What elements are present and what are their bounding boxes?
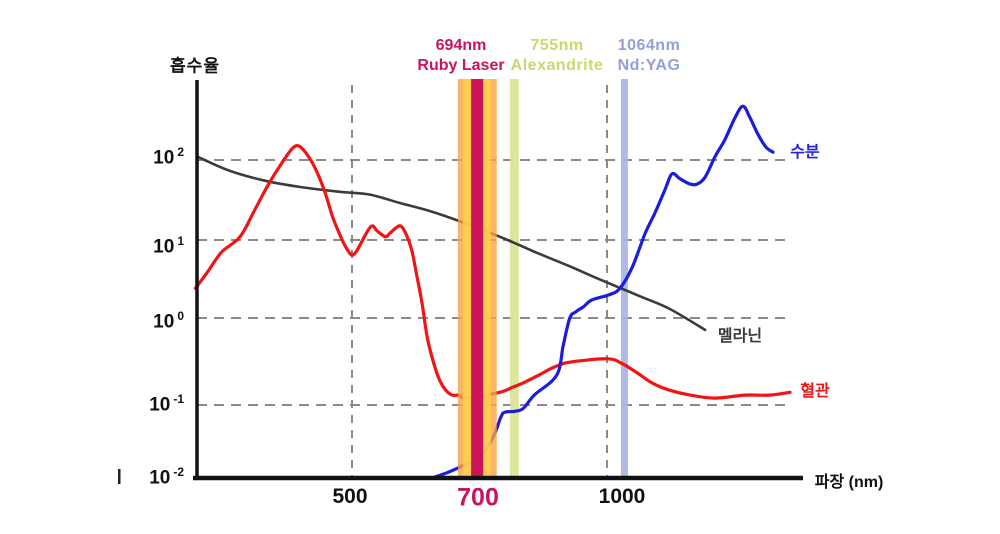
ruby-band-core (471, 79, 484, 476)
y-tick-10e1: 10 1 (153, 234, 184, 258)
y-tick-10e-1: 10 -1 (149, 392, 184, 416)
ndyag-name: Nd:YAG (617, 57, 681, 74)
alexandrite-band (509, 79, 519, 476)
x-tick-500: 500 (332, 485, 368, 508)
water-curve-label: 수분 (790, 144, 820, 161)
stray-mark (118, 469, 121, 484)
y-tick-10e2: 10 2 (153, 145, 184, 169)
ndyag-annotation: 1064nm Nd:YAG (618, 36, 681, 76)
alexandrite-name: Alexandrite (510, 57, 604, 74)
x-axis-title: 파장 (nm) (814, 474, 884, 491)
alexandrite-wavelength: 755nm (530, 37, 584, 54)
x-tick-700: 700 (457, 483, 499, 512)
y-tick-10e0: 10 0 (153, 309, 184, 333)
y-axis-title: 흡수율 (170, 56, 220, 76)
water-curve (430, 104, 775, 480)
blood-curve-label: 혈관 (800, 383, 830, 400)
ruby-laser-annotation: 694nm Ruby Laser (417, 36, 504, 76)
melanin-curve-label: 멜라닌 (717, 328, 763, 345)
ndyag-band (620, 79, 628, 476)
x-tick-1000: 1000 (598, 485, 646, 508)
melanin-curve (196, 155, 707, 332)
ruby-laser-name: Ruby Laser (417, 57, 505, 74)
ruby-laser-wavelength: 694nm (435, 37, 487, 54)
blood-curve (193, 144, 792, 400)
alexandrite-annotation: 755nm Alexandrite (511, 36, 604, 76)
ndyag-wavelength: 1064nm (617, 37, 681, 54)
y-tick-10e-2: 10 -2 (149, 465, 184, 489)
